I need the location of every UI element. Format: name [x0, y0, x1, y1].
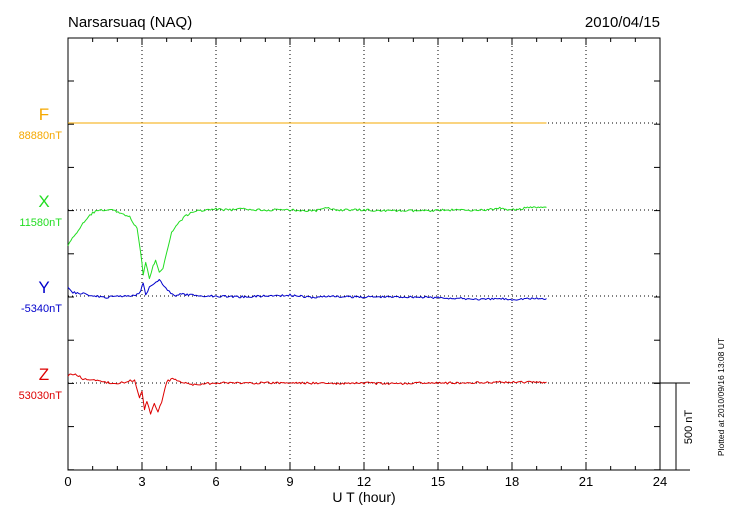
x-tick-label: 3 — [138, 474, 145, 489]
x-tick-label: 12 — [357, 474, 371, 489]
chart-title: Narsarsuaq (NAQ) — [68, 14, 192, 31]
series-labels: F 88880nT X 11580nT Y -5340nT Z 53030nT — [19, 105, 63, 402]
series-baseline-f: 88880nT — [19, 130, 63, 142]
series-line-z — [67, 373, 547, 415]
x-tick-label: 21 — [579, 474, 593, 489]
series-line-y — [67, 279, 547, 301]
plotted-timestamp: Plotted at 2010/09/16 13:08 UT — [716, 338, 726, 456]
series-baseline-z: 53030nT — [19, 390, 63, 402]
x-tick-label: 6 — [212, 474, 219, 489]
chart-date: 2010/04/15 — [585, 14, 660, 31]
series-name-x: X — [38, 192, 49, 211]
series-lines — [67, 122, 547, 415]
x-tick-label: 15 — [431, 474, 445, 489]
scale-bar-label: 500 nT — [683, 410, 695, 445]
x-tick-label: 24 — [653, 474, 667, 489]
series-name-y: Y — [38, 278, 49, 297]
series-baseline-y: -5340nT — [21, 303, 62, 315]
x-axis-label: U T (hour) — [332, 489, 395, 505]
series-line-x — [67, 206, 547, 280]
tick-marks — [67, 38, 661, 471]
x-tick-labels: 0 3 6 9 12 15 18 21 24 — [64, 474, 667, 489]
series-name-f: F — [39, 105, 49, 124]
series-baseline-x: 11580nT — [19, 217, 62, 229]
x-tick-label: 0 — [64, 474, 71, 489]
grid — [68, 38, 660, 470]
x-tick-label: 9 — [286, 474, 293, 489]
scale-bar: 500 nT — [653, 382, 695, 471]
x-tick-label: 18 — [505, 474, 519, 489]
series-name-z: Z — [39, 365, 49, 384]
